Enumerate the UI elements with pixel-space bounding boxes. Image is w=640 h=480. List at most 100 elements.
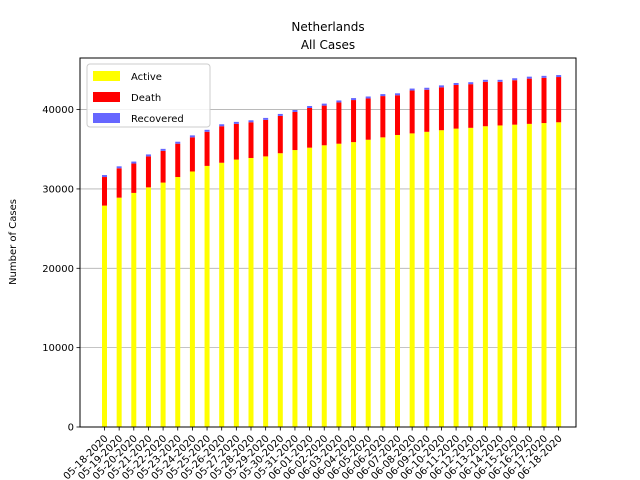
bar-active (365, 139, 371, 428)
bar-active (263, 156, 269, 427)
bar-recovered (116, 166, 122, 169)
bar-active (102, 205, 107, 427)
bar-active (351, 142, 357, 427)
bar-active (526, 123, 532, 428)
bar-recovered (482, 79, 488, 82)
y-tick-label: 0 (68, 423, 74, 434)
bar-recovered (189, 135, 195, 138)
bar-recovered (131, 161, 137, 164)
bar-recovered (145, 154, 151, 157)
bar-recovered (556, 75, 562, 78)
y-tick-label: 10000 (42, 343, 74, 354)
bar-active (395, 134, 400, 428)
bar-active (189, 171, 195, 427)
legend-label-death: Death (131, 93, 161, 104)
bar-death (497, 81, 503, 126)
chart-subtitle: All Cases (301, 38, 355, 52)
bar-death (541, 77, 547, 124)
bar-recovered (438, 85, 444, 88)
bar-active (497, 125, 503, 428)
y-tick-label: 20000 (42, 264, 74, 275)
bar-recovered (526, 76, 532, 79)
bar-recovered (351, 98, 357, 101)
bar-death (380, 96, 386, 138)
bar-active (424, 131, 430, 428)
bar-death (204, 131, 210, 166)
bar-death (482, 81, 488, 127)
bar-recovered (204, 129, 210, 132)
bar-death (512, 80, 518, 125)
bar-recovered (307, 106, 313, 108)
bar-death (409, 90, 415, 134)
bar-active (453, 128, 459, 428)
bar-recovered (263, 117, 269, 120)
bar-active (292, 150, 298, 427)
bar-death (307, 107, 313, 148)
bar-recovered (365, 96, 371, 99)
bar-death (263, 119, 269, 157)
bar-recovered (102, 175, 107, 178)
bar-active (438, 130, 444, 428)
bar-death (175, 143, 181, 178)
bar-active (409, 133, 415, 428)
legend-swatch-death (93, 92, 120, 102)
bar-active (482, 126, 488, 427)
bar-active (541, 123, 547, 427)
bar-death (248, 122, 254, 158)
bar-death (219, 126, 225, 163)
bar-death (351, 100, 357, 143)
bar-death (189, 137, 195, 172)
bar-death (438, 87, 444, 131)
bar-recovered (336, 100, 342, 103)
bar-active (131, 192, 137, 427)
bar-death (131, 163, 137, 193)
bar-active (556, 122, 562, 428)
legend: Active Death Recovered (86, 63, 211, 128)
bar-death (424, 89, 430, 132)
bar-death (468, 84, 474, 128)
bar-recovered (453, 82, 459, 85)
bar-recovered (292, 109, 298, 112)
y-axis: 0 10000 20000 30000 40000 (42, 105, 80, 434)
bar-active (512, 124, 518, 427)
bar-recovered (541, 75, 547, 78)
bar-death (277, 115, 283, 154)
bar-recovered (380, 94, 386, 97)
legend-label-recovered: Recovered (131, 114, 184, 125)
bar-active (145, 187, 151, 427)
bar-group (102, 75, 562, 428)
bar-active (160, 182, 166, 427)
bar-active (336, 143, 342, 427)
bar-active (248, 157, 254, 427)
bar-death (145, 156, 151, 188)
chart-title: Netherlands (291, 20, 364, 34)
bar-active (468, 127, 474, 427)
plot-frame (79, 57, 577, 428)
bar-recovered (409, 88, 415, 91)
bar-death (395, 95, 400, 135)
bar-recovered (497, 79, 503, 82)
bar-recovered (248, 120, 254, 123)
bar-death (233, 123, 239, 160)
bar-recovered (219, 124, 225, 127)
bar-death (336, 102, 342, 144)
bar-active (277, 153, 283, 427)
bar-recovered (468, 82, 474, 85)
bar-death (556, 77, 562, 123)
bar-active (219, 162, 225, 427)
legend-swatch-active (93, 71, 120, 81)
bar-recovered (160, 148, 166, 151)
bar-recovered (277, 113, 283, 116)
bar-active (307, 147, 313, 428)
bar-death (102, 177, 107, 206)
bar-death (116, 168, 122, 198)
bar-active (233, 159, 239, 427)
bar-recovered (424, 87, 430, 90)
bar-recovered (321, 103, 327, 106)
legend-swatch-recovered (93, 113, 120, 123)
bar-active (116, 197, 122, 427)
y-tick-label: 40000 (42, 105, 74, 116)
bar-recovered (233, 121, 239, 124)
bar-recovered (395, 93, 400, 96)
